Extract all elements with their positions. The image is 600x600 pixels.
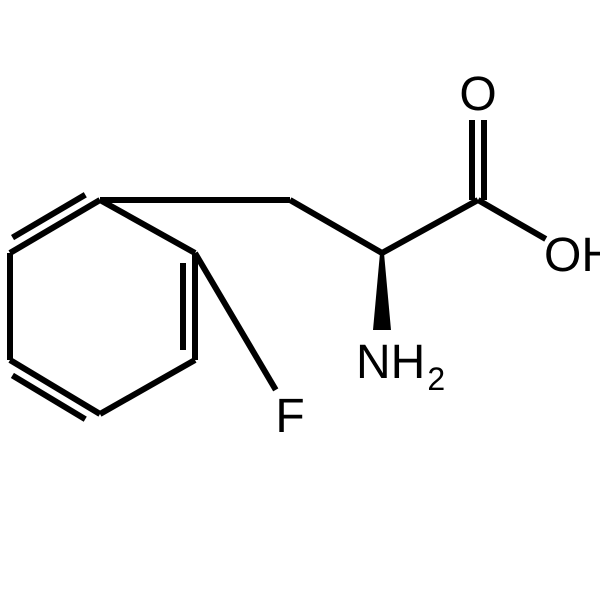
bond bbox=[100, 360, 195, 414]
bond bbox=[10, 200, 100, 253]
bond bbox=[382, 200, 478, 253]
atom-label: F bbox=[275, 390, 304, 443]
wedge-bond bbox=[373, 253, 391, 330]
atom-label-subscript: 2 bbox=[427, 361, 445, 397]
bond bbox=[478, 200, 546, 239]
atom-label: NH bbox=[356, 336, 425, 389]
atom-label: O bbox=[459, 68, 496, 121]
bond bbox=[100, 200, 195, 253]
molecule-diagram: O OH NH2 F bbox=[0, 0, 600, 600]
bond bbox=[10, 360, 100, 414]
bond bbox=[290, 200, 382, 253]
bond bbox=[195, 253, 276, 390]
atom-label: OH bbox=[544, 229, 600, 282]
